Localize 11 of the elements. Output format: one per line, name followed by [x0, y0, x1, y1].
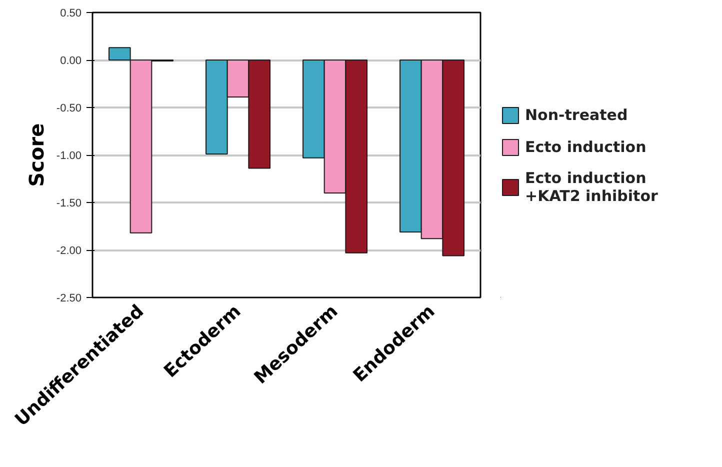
y-tick-label: -1.00	[56, 150, 82, 162]
y-tick-label: -2.50	[56, 292, 82, 304]
y-tick-label: -0.50	[56, 102, 82, 114]
y-tick-label: -1.50	[56, 198, 82, 210]
legend-label: Ecto induction +KAT2 inhibitor	[525, 168, 658, 204]
y-axis-title: Score	[24, 123, 48, 187]
legend-label: Non-treated	[525, 106, 628, 124]
legend-label: Ecto induction	[525, 138, 646, 156]
y-tick-label: 0.50	[60, 8, 82, 20]
y-tick-label: -2.00	[56, 245, 82, 257]
y-tick-label: 0.00	[60, 55, 82, 67]
